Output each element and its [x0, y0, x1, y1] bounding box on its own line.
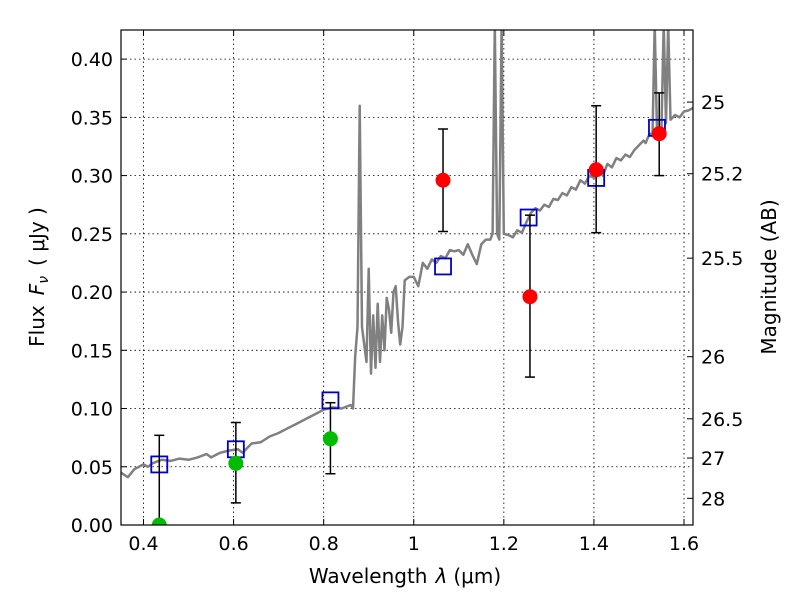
x-tick-label: 1.2	[489, 533, 519, 555]
y-tick-label: 0.40	[71, 49, 113, 71]
x-axis-label-text: Wavelength	[309, 564, 428, 588]
x-axis-ticks: 0.4 0.6 0.8 1 1.2 1.4 1.6	[128, 30, 699, 555]
grid-lines	[121, 30, 693, 525]
y2-axis-ticks: 25 25.2 25.5 26 26.5 27 28	[687, 92, 743, 510]
observed-flux-point	[322, 431, 338, 447]
y2-tick-label: 25.5	[701, 248, 743, 270]
plot-area	[121, 30, 693, 525]
x-tick-label: 1.6	[669, 533, 699, 555]
y-tick-label: 0.10	[71, 399, 113, 421]
observed-flux-point	[522, 289, 538, 305]
x-axis-label-unit: (μm)	[453, 564, 501, 588]
x-axis-label-symbol: λ	[435, 564, 448, 588]
y2-tick-label: 26	[701, 347, 725, 369]
y2-tick-label: 27	[701, 448, 725, 470]
y2-tick-label: 25	[701, 92, 725, 114]
y2-axis-label: Magnitude (AB)	[757, 199, 781, 354]
model-spectrum-line	[121, 30, 693, 479]
y-axis-label-text: Flux	[25, 305, 49, 347]
y-tick-label: 0.00	[71, 515, 113, 537]
x-axis-label: Wavelength λ (μm)	[309, 564, 501, 588]
model-photometry-square	[519, 208, 538, 227]
y-axis-label-subscript: ν	[36, 276, 52, 284]
model-photometry-square	[434, 257, 452, 276]
observed-flux-point	[228, 455, 244, 471]
observed-flux-point	[435, 172, 451, 188]
x-tick-label: 1	[408, 533, 420, 555]
y-axis-label: Flux Fν ( μJy )	[25, 207, 52, 347]
x-tick-label: 0.8	[309, 533, 339, 555]
y-tick-label: 0.15	[71, 340, 113, 362]
y-tick-label: 0.25	[71, 224, 113, 246]
observed-photometry-markers	[151, 92, 667, 525]
y-tick-label: 0.05	[71, 457, 113, 479]
y2-tick-label: 28	[701, 488, 725, 510]
y-tick-label: 0.35	[71, 107, 113, 129]
observed-flux-point	[151, 517, 167, 525]
observed-flux-point	[588, 162, 604, 178]
x-tick-label: 0.4	[128, 533, 158, 555]
x-tick-label: 0.6	[218, 533, 248, 555]
y-axis-label-unit: ( μJy )	[25, 207, 49, 266]
y-tick-label: 0.30	[71, 166, 113, 188]
y2-tick-label: 25.2	[701, 164, 743, 186]
observed-flux-point	[651, 126, 667, 142]
y-axis-ticks: 0.00 0.05 0.10 0.15 0.20 0.25 0.30 0.35 0.40	[71, 49, 127, 537]
y-axis-label-symbol: F	[25, 283, 49, 295]
plot-frame	[120, 29, 694, 526]
y-tick-label: 0.20	[71, 282, 113, 304]
y2-tick-label: 26.5	[701, 409, 743, 431]
x-tick-label: 1.4	[579, 533, 609, 555]
